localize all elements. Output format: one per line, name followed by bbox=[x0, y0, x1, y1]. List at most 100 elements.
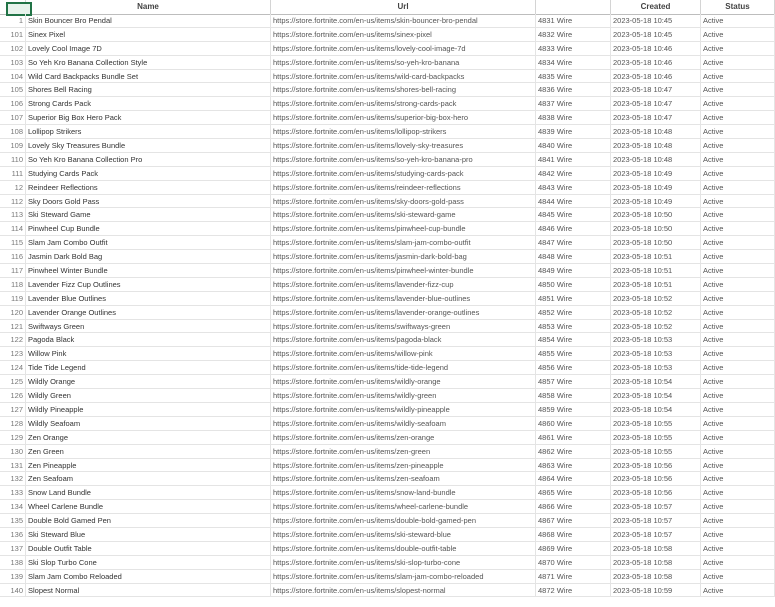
cell-name[interactable]: Shores Bell Racing bbox=[26, 83, 271, 97]
cell-url[interactable]: https://store.fortnite.com/en-us/items/z… bbox=[271, 444, 536, 458]
row-number[interactable]: 110 bbox=[0, 152, 26, 166]
row-number[interactable]: 128 bbox=[0, 416, 26, 430]
cell-id[interactable]: 4869 Wire bbox=[536, 541, 611, 555]
table-row[interactable]: 117 Pinwheel Winter Bundle https://store.f… bbox=[0, 264, 775, 278]
row-number[interactable]: 102 bbox=[0, 41, 26, 55]
cell-name[interactable]: Double Bold Gamed Pen bbox=[26, 514, 271, 527]
cell-id[interactable]: 4866 Wire bbox=[536, 500, 611, 514]
cell-name[interactable]: Snow Land Bundle bbox=[26, 486, 271, 500]
table-row[interactable]: 136 Ski Steward Blue https://store.fortnit… bbox=[0, 527, 775, 542]
cell-name[interactable]: Ski Steward Game bbox=[26, 208, 271, 222]
cell-status[interactable]: Active bbox=[701, 319, 775, 333]
cell-status[interactable]: Active bbox=[701, 264, 775, 277]
cell-url[interactable]: https://store.fortnite.com/en-us/items/r… bbox=[271, 180, 536, 194]
row-number[interactable]: 1 bbox=[0, 14, 26, 27]
cell-created[interactable]: 2023-05-18 10:46 bbox=[611, 41, 701, 55]
cell-id[interactable]: 4851 Wire bbox=[536, 291, 611, 305]
table-row[interactable]: 120 Lavender Orange Outlines https://store… bbox=[0, 305, 775, 320]
cell-created[interactable]: 2023-05-18 10:47 bbox=[611, 97, 701, 111]
cell-name[interactable]: Slopest Normal bbox=[26, 583, 271, 597]
row-number[interactable]: 120 bbox=[0, 305, 26, 319]
row-number[interactable]: 105 bbox=[0, 83, 26, 97]
row-number[interactable]: 135 bbox=[0, 514, 26, 527]
cell-url[interactable]: https://store.fortnite.com/en-us/items/l… bbox=[271, 277, 536, 291]
cell-name[interactable]: Zen Green bbox=[26, 444, 271, 458]
cell-id[interactable]: 4863 Wire bbox=[536, 458, 611, 472]
cell-url[interactable]: https://store.fortnite.com/en-us/items/s… bbox=[271, 194, 536, 208]
table-row[interactable]: 129 Zen Orange https://store.fortnite.com/… bbox=[0, 430, 775, 445]
cell-status[interactable]: Active bbox=[701, 166, 775, 180]
cell-status[interactable]: Active bbox=[701, 375, 775, 389]
cell-status[interactable]: Active bbox=[701, 458, 775, 472]
cell-name[interactable]: Jasmin Dark Bold Bag bbox=[26, 250, 271, 264]
cell-created[interactable]: 2023-05-18 10:52 bbox=[611, 291, 701, 305]
cell-created[interactable]: 2023-05-18 10:50 bbox=[611, 208, 701, 222]
cell-status[interactable]: Active bbox=[701, 541, 775, 555]
table-row[interactable]: 137 Double Outfit Table https://store.fort… bbox=[0, 541, 775, 556]
row-number[interactable]: 122 bbox=[0, 333, 26, 347]
cell-url[interactable]: https://store.fortnite.com/en-us/items/w… bbox=[271, 375, 536, 389]
cell-id[interactable]: 4852 Wire bbox=[536, 305, 611, 319]
table-row[interactable]: 133 Snow Land Bundle https://store.fortnit… bbox=[0, 486, 775, 501]
cell-id[interactable]: 4831 Wire bbox=[536, 14, 611, 27]
cell-created[interactable]: 2023-05-18 10:52 bbox=[611, 319, 701, 333]
column-header-url[interactable]: Url bbox=[271, 0, 536, 14]
cell-url[interactable]: https://store.fortnite.com/en-us/items/s… bbox=[271, 583, 536, 597]
cell-name[interactable]: Zen Seafoam bbox=[26, 472, 271, 486]
cell-url[interactable]: https://store.fortnite.com/en-us/items/z… bbox=[271, 430, 536, 444]
cell-created[interactable]: 2023-05-18 10:46 bbox=[611, 55, 701, 69]
row-number[interactable]: 133 bbox=[0, 486, 26, 500]
table-row[interactable]: 139 Slam Jam Combo Reloaded https://store.… bbox=[0, 569, 775, 584]
cell-status[interactable]: Active bbox=[701, 194, 775, 208]
cell-name[interactable]: Ski Slop Turbo Cone bbox=[26, 555, 271, 569]
table-row[interactable]: 108 Lollipop Strikers https://store.fortni… bbox=[0, 125, 775, 140]
cell-status[interactable]: Active bbox=[701, 402, 775, 416]
cell-name[interactable]: Lavender Orange Outlines bbox=[26, 305, 271, 319]
cell-url[interactable]: https://store.fortnite.com/en-us/items/z… bbox=[271, 472, 536, 486]
cell-status[interactable]: Active bbox=[701, 361, 775, 375]
cell-id[interactable]: 4861 Wire bbox=[536, 430, 611, 444]
row-number[interactable]: 132 bbox=[0, 472, 26, 486]
row-number[interactable]: 108 bbox=[0, 125, 26, 139]
table-row[interactable]: 106 Strong Cards Pack https://store.fortni… bbox=[0, 97, 775, 112]
row-number[interactable]: 126 bbox=[0, 389, 26, 402]
row-number[interactable]: 137 bbox=[0, 541, 26, 555]
row-number[interactable]: 129 bbox=[0, 430, 26, 444]
row-number[interactable]: 116 bbox=[0, 250, 26, 264]
cell-status[interactable]: Active bbox=[701, 69, 775, 83]
row-number[interactable]: 127 bbox=[0, 402, 26, 416]
row-number[interactable]: 138 bbox=[0, 555, 26, 569]
cell-name[interactable]: Ski Steward Blue bbox=[26, 527, 271, 541]
table-row[interactable]: 112 Sky Doors Gold Pass https://store.fort… bbox=[0, 194, 775, 209]
cell-id[interactable]: 4832 Wire bbox=[536, 27, 611, 41]
table-row[interactable]: 121 Swiftways Green https://store.fortnite… bbox=[0, 319, 775, 334]
cell-status[interactable]: Active bbox=[701, 83, 775, 97]
cell-url[interactable]: https://store.fortnite.com/en-us/items/l… bbox=[271, 125, 536, 139]
cell-id[interactable]: 4833 Wire bbox=[536, 41, 611, 55]
cell-url[interactable]: https://store.fortnite.com/en-us/items/s… bbox=[271, 208, 536, 222]
cell-status[interactable]: Active bbox=[701, 389, 775, 402]
cell-name[interactable]: Pinwheel Cup Bundle bbox=[26, 222, 271, 236]
cell-id[interactable]: 4864 Wire bbox=[536, 472, 611, 486]
table-row[interactable]: 116 Jasmin Dark Bold Bag https://store.for… bbox=[0, 250, 775, 265]
cell-name[interactable]: Strong Cards Pack bbox=[26, 97, 271, 111]
cell-status[interactable]: Active bbox=[701, 277, 775, 291]
cell-url[interactable]: https://store.fortnite.com/en-us/items/w… bbox=[271, 500, 536, 514]
cell-status[interactable]: Active bbox=[701, 27, 775, 41]
row-number[interactable]: 134 bbox=[0, 500, 26, 514]
table-row[interactable]: 113 Ski Steward Game https://store.fortnit… bbox=[0, 208, 775, 223]
cell-url[interactable]: https://store.fortnite.com/en-us/items/p… bbox=[271, 222, 536, 236]
cell-created[interactable]: 2023-05-18 10:47 bbox=[611, 111, 701, 125]
cell-url[interactable]: https://store.fortnite.com/en-us/items/s… bbox=[271, 569, 536, 583]
cell-name[interactable]: Wildly Pineapple bbox=[26, 402, 271, 416]
cell-url[interactable]: https://store.fortnite.com/en-us/items/s… bbox=[271, 555, 536, 569]
column-header-name[interactable]: Name bbox=[26, 0, 271, 14]
cell-id[interactable]: 4845 Wire bbox=[536, 208, 611, 222]
cell-url[interactable]: https://store.fortnite.com/en-us/items/s… bbox=[271, 152, 536, 166]
cell-id[interactable]: 4872 Wire bbox=[536, 583, 611, 597]
cell-name[interactable]: Zen Pineapple bbox=[26, 458, 271, 472]
cell-status[interactable]: Active bbox=[701, 250, 775, 264]
cell-id[interactable]: 4844 Wire bbox=[536, 194, 611, 208]
cell-id[interactable]: 4859 Wire bbox=[536, 402, 611, 416]
cell-status[interactable]: Active bbox=[701, 111, 775, 125]
